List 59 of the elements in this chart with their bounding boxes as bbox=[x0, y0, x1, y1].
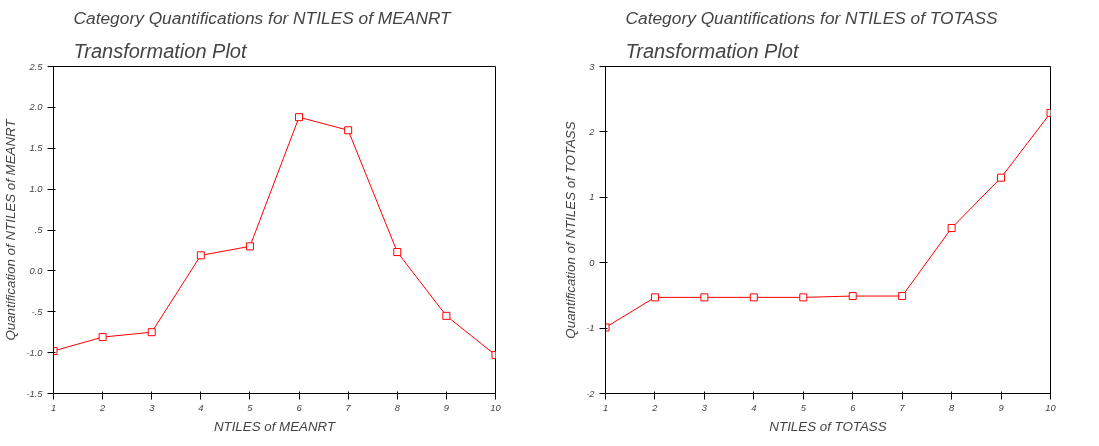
y-tick-label: .5 bbox=[34, 225, 44, 235]
x-tick-label: 4 bbox=[751, 402, 757, 413]
x-axis-title: NTILES of MEANRT bbox=[213, 418, 336, 434]
x-tick-label: 2 bbox=[99, 402, 107, 413]
point bbox=[196, 251, 205, 260]
y-axis-title: Quantification of NTILES of MEANRT bbox=[3, 118, 19, 341]
point bbox=[749, 293, 758, 302]
point bbox=[947, 224, 956, 233]
y-tick-label: -1.0 bbox=[26, 347, 44, 358]
y-tick-label: 3 bbox=[589, 61, 596, 72]
point bbox=[442, 311, 451, 320]
y-axis-title: Quantification of NTILES of TOTASS bbox=[563, 121, 579, 339]
x-tick-label: 4 bbox=[198, 402, 204, 413]
y-tick-label: -1 bbox=[586, 323, 595, 334]
y-tick-label: 2.0 bbox=[28, 102, 44, 113]
point bbox=[393, 248, 402, 257]
y-tick-label: 2.5 bbox=[28, 61, 44, 72]
x-tick-label: 7 bbox=[345, 402, 352, 413]
point bbox=[650, 293, 659, 302]
x-tick-label: 6 bbox=[850, 402, 857, 413]
x-tick-label: 10 bbox=[1045, 402, 1057, 413]
point bbox=[245, 242, 254, 251]
point bbox=[344, 126, 353, 135]
x-axis-title: NTILES of TOTASS bbox=[769, 418, 887, 434]
y-tick-label: -2 bbox=[586, 388, 596, 399]
point bbox=[898, 292, 907, 301]
y-tick-label: -.5 bbox=[31, 306, 44, 317]
x-tick-label: 1 bbox=[50, 402, 57, 413]
point bbox=[98, 333, 107, 342]
chart-subtitle: Transformation Plot bbox=[625, 39, 800, 62]
chart-title: Category Quantifications for NTILES of MEANRT bbox=[73, 7, 453, 28]
point bbox=[700, 293, 709, 302]
y-tick-label: 1 bbox=[589, 192, 595, 203]
y-tick-label: 2 bbox=[588, 126, 596, 137]
point bbox=[997, 173, 1006, 182]
x-tick-label: 1 bbox=[602, 402, 609, 413]
x-tick-label: 8 bbox=[394, 402, 401, 413]
x-tick-label: 3 bbox=[149, 402, 156, 413]
point bbox=[147, 328, 156, 337]
x-tick-label: 5 bbox=[247, 402, 254, 413]
point bbox=[295, 113, 304, 122]
x-tick-label: 9 bbox=[998, 402, 1004, 413]
point bbox=[848, 292, 857, 301]
x-tick-label: 8 bbox=[949, 402, 956, 413]
x-tick-label: 3 bbox=[701, 402, 708, 413]
y-tick-label: 0.0 bbox=[29, 265, 44, 276]
y-tick-label: 0 bbox=[589, 257, 596, 268]
x-tick-label: 7 bbox=[899, 402, 906, 413]
chart-title: Category Quantifications for NTILES of TOTASS bbox=[625, 7, 999, 28]
chart-subtitle: Transformation Plot bbox=[73, 39, 248, 62]
y-tick-label: -1.5 bbox=[26, 388, 44, 399]
x-tick-label: 2 bbox=[651, 402, 659, 413]
y-tick-label: 1.5 bbox=[29, 143, 44, 154]
x-tick-label: 10 bbox=[490, 402, 502, 413]
x-tick-label: 5 bbox=[800, 402, 807, 413]
x-tick-label: 6 bbox=[296, 402, 303, 413]
y-tick-label: 1.0 bbox=[29, 184, 44, 195]
x-tick-label: 9 bbox=[443, 402, 449, 413]
point bbox=[799, 293, 808, 302]
